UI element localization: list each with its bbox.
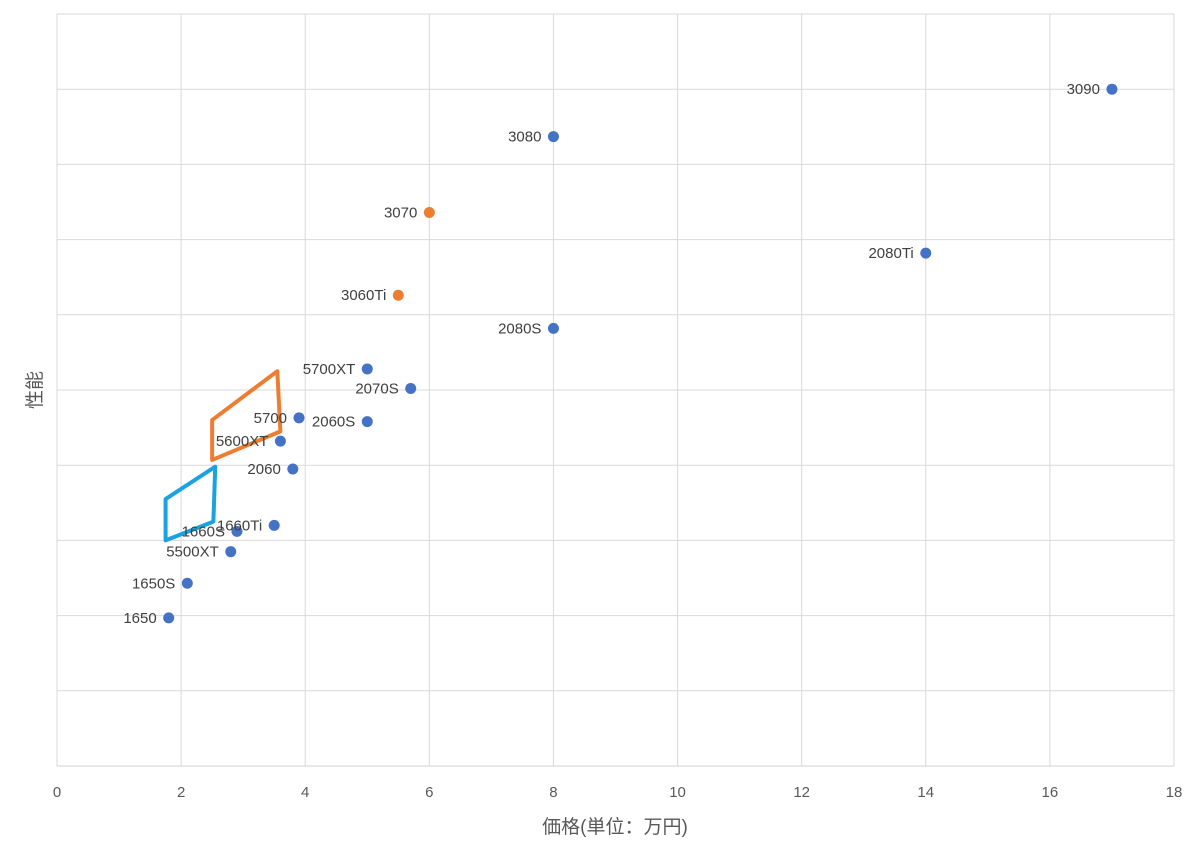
data-label-3080: 3080	[508, 129, 541, 146]
x-tick-labels: 0 2 4 6 8 10 12 14 16 18	[53, 784, 1183, 801]
data-point-2080S	[547, 322, 559, 334]
data-label-5700: 5700	[254, 410, 287, 427]
data-label-2080S: 2080S	[498, 320, 541, 337]
data-point-2070S	[405, 382, 417, 394]
data-point-3090	[1106, 83, 1118, 95]
x-axis-title: 価格(単位：万円)	[542, 816, 688, 838]
x-tick-label: 14	[917, 784, 934, 801]
data-point-3080	[547, 131, 559, 143]
data-point-1660Ti	[268, 519, 280, 531]
data-points	[163, 83, 1118, 624]
data-label-3070: 3070	[384, 205, 417, 222]
data-label-5600XT: 5600XT	[216, 433, 269, 450]
point-labels: 3090 3080 3070 2080Ti 3060Ti 2080S 5700XT 2070S…	[123, 81, 1100, 627]
data-point-3070	[423, 207, 435, 219]
data-label-5700XT: 5700XT	[303, 361, 356, 378]
data-point-5500XT	[225, 546, 237, 558]
data-label-2070S: 2070S	[355, 380, 398, 397]
data-point-2060	[287, 463, 299, 475]
data-label-5500XT: 5500XT	[166, 544, 219, 561]
x-tick-label: 2	[177, 784, 185, 801]
data-point-3060Ti	[392, 289, 404, 301]
horizontal-gridlines	[57, 13, 1174, 767]
data-point-5700XT	[361, 363, 373, 375]
x-tick-label: 8	[549, 784, 557, 801]
data-label-3090: 3090	[1067, 81, 1100, 98]
data-label-3060Ti: 3060Ti	[341, 287, 386, 304]
data-label-1660Ti: 1660Ti	[217, 517, 262, 534]
x-tick-label: 4	[301, 784, 309, 801]
data-point-2080Ti	[920, 247, 932, 259]
data-label-1650: 1650	[123, 610, 156, 627]
highlight-outline-2	[163, 464, 218, 543]
data-label-2080Ti: 2080Ti	[868, 245, 913, 262]
data-point-5600XT	[274, 435, 286, 447]
data-label-1650S: 1650S	[132, 575, 175, 592]
x-tick-label: 6	[425, 784, 433, 801]
data-label-2060: 2060	[247, 461, 280, 478]
data-point-1650	[163, 612, 175, 624]
data-point-1660S	[231, 525, 243, 537]
data-point-1650S	[181, 577, 193, 589]
x-tick-label: 12	[793, 784, 810, 801]
highlight-outlines	[163, 369, 283, 543]
data-label-2060S: 2060S	[312, 414, 355, 431]
x-tick-label: 18	[1166, 784, 1183, 801]
highlight-outline-1	[210, 369, 283, 462]
data-point-2060S	[361, 416, 373, 428]
data-label-1660S: 1660S	[182, 523, 225, 540]
y-axis-title: 性能	[24, 371, 46, 409]
x-tick-label: 10	[669, 784, 686, 801]
data-point-5700	[293, 412, 305, 424]
x-tick-label: 0	[53, 784, 61, 801]
x-tick-label: 16	[1042, 784, 1059, 801]
